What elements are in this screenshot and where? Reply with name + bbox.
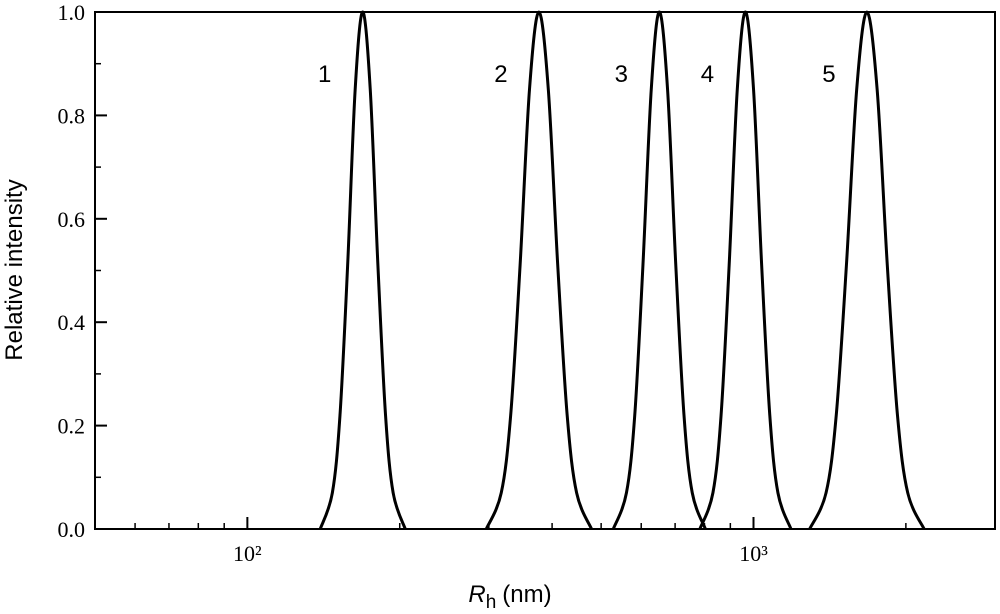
plot-frame xyxy=(94,11,996,530)
curve-label: 4 xyxy=(701,61,714,88)
peak-curve xyxy=(484,10,593,530)
peak-curve xyxy=(318,10,407,530)
x-axis-label: Rh (nm) xyxy=(468,581,551,613)
y-tick-label: 0.2 xyxy=(58,414,86,439)
y-axis-label: Relative intensity xyxy=(1,179,28,360)
peak-curve xyxy=(611,10,707,530)
x-label-subscript: h xyxy=(486,592,497,613)
curve-label: 2 xyxy=(494,61,507,88)
peak-curve xyxy=(698,10,793,530)
x-tick-label: 10² xyxy=(233,541,262,566)
y-tick-label: 1.0 xyxy=(58,0,86,25)
x-tick-label: 10³ xyxy=(739,541,768,566)
curve-label: 5 xyxy=(822,61,835,88)
x-label-symbol: R xyxy=(468,581,485,608)
curve-label: 1 xyxy=(318,61,331,88)
y-tick-label: 0.8 xyxy=(58,103,86,128)
y-tick-label: 0.4 xyxy=(58,310,86,335)
peak-curve xyxy=(808,10,926,530)
y-tick-label: 0.0 xyxy=(58,517,86,542)
curve-label: 3 xyxy=(615,61,628,88)
y-tick-label: 0.6 xyxy=(58,207,86,232)
x-label-unit: (nm) xyxy=(502,581,551,608)
